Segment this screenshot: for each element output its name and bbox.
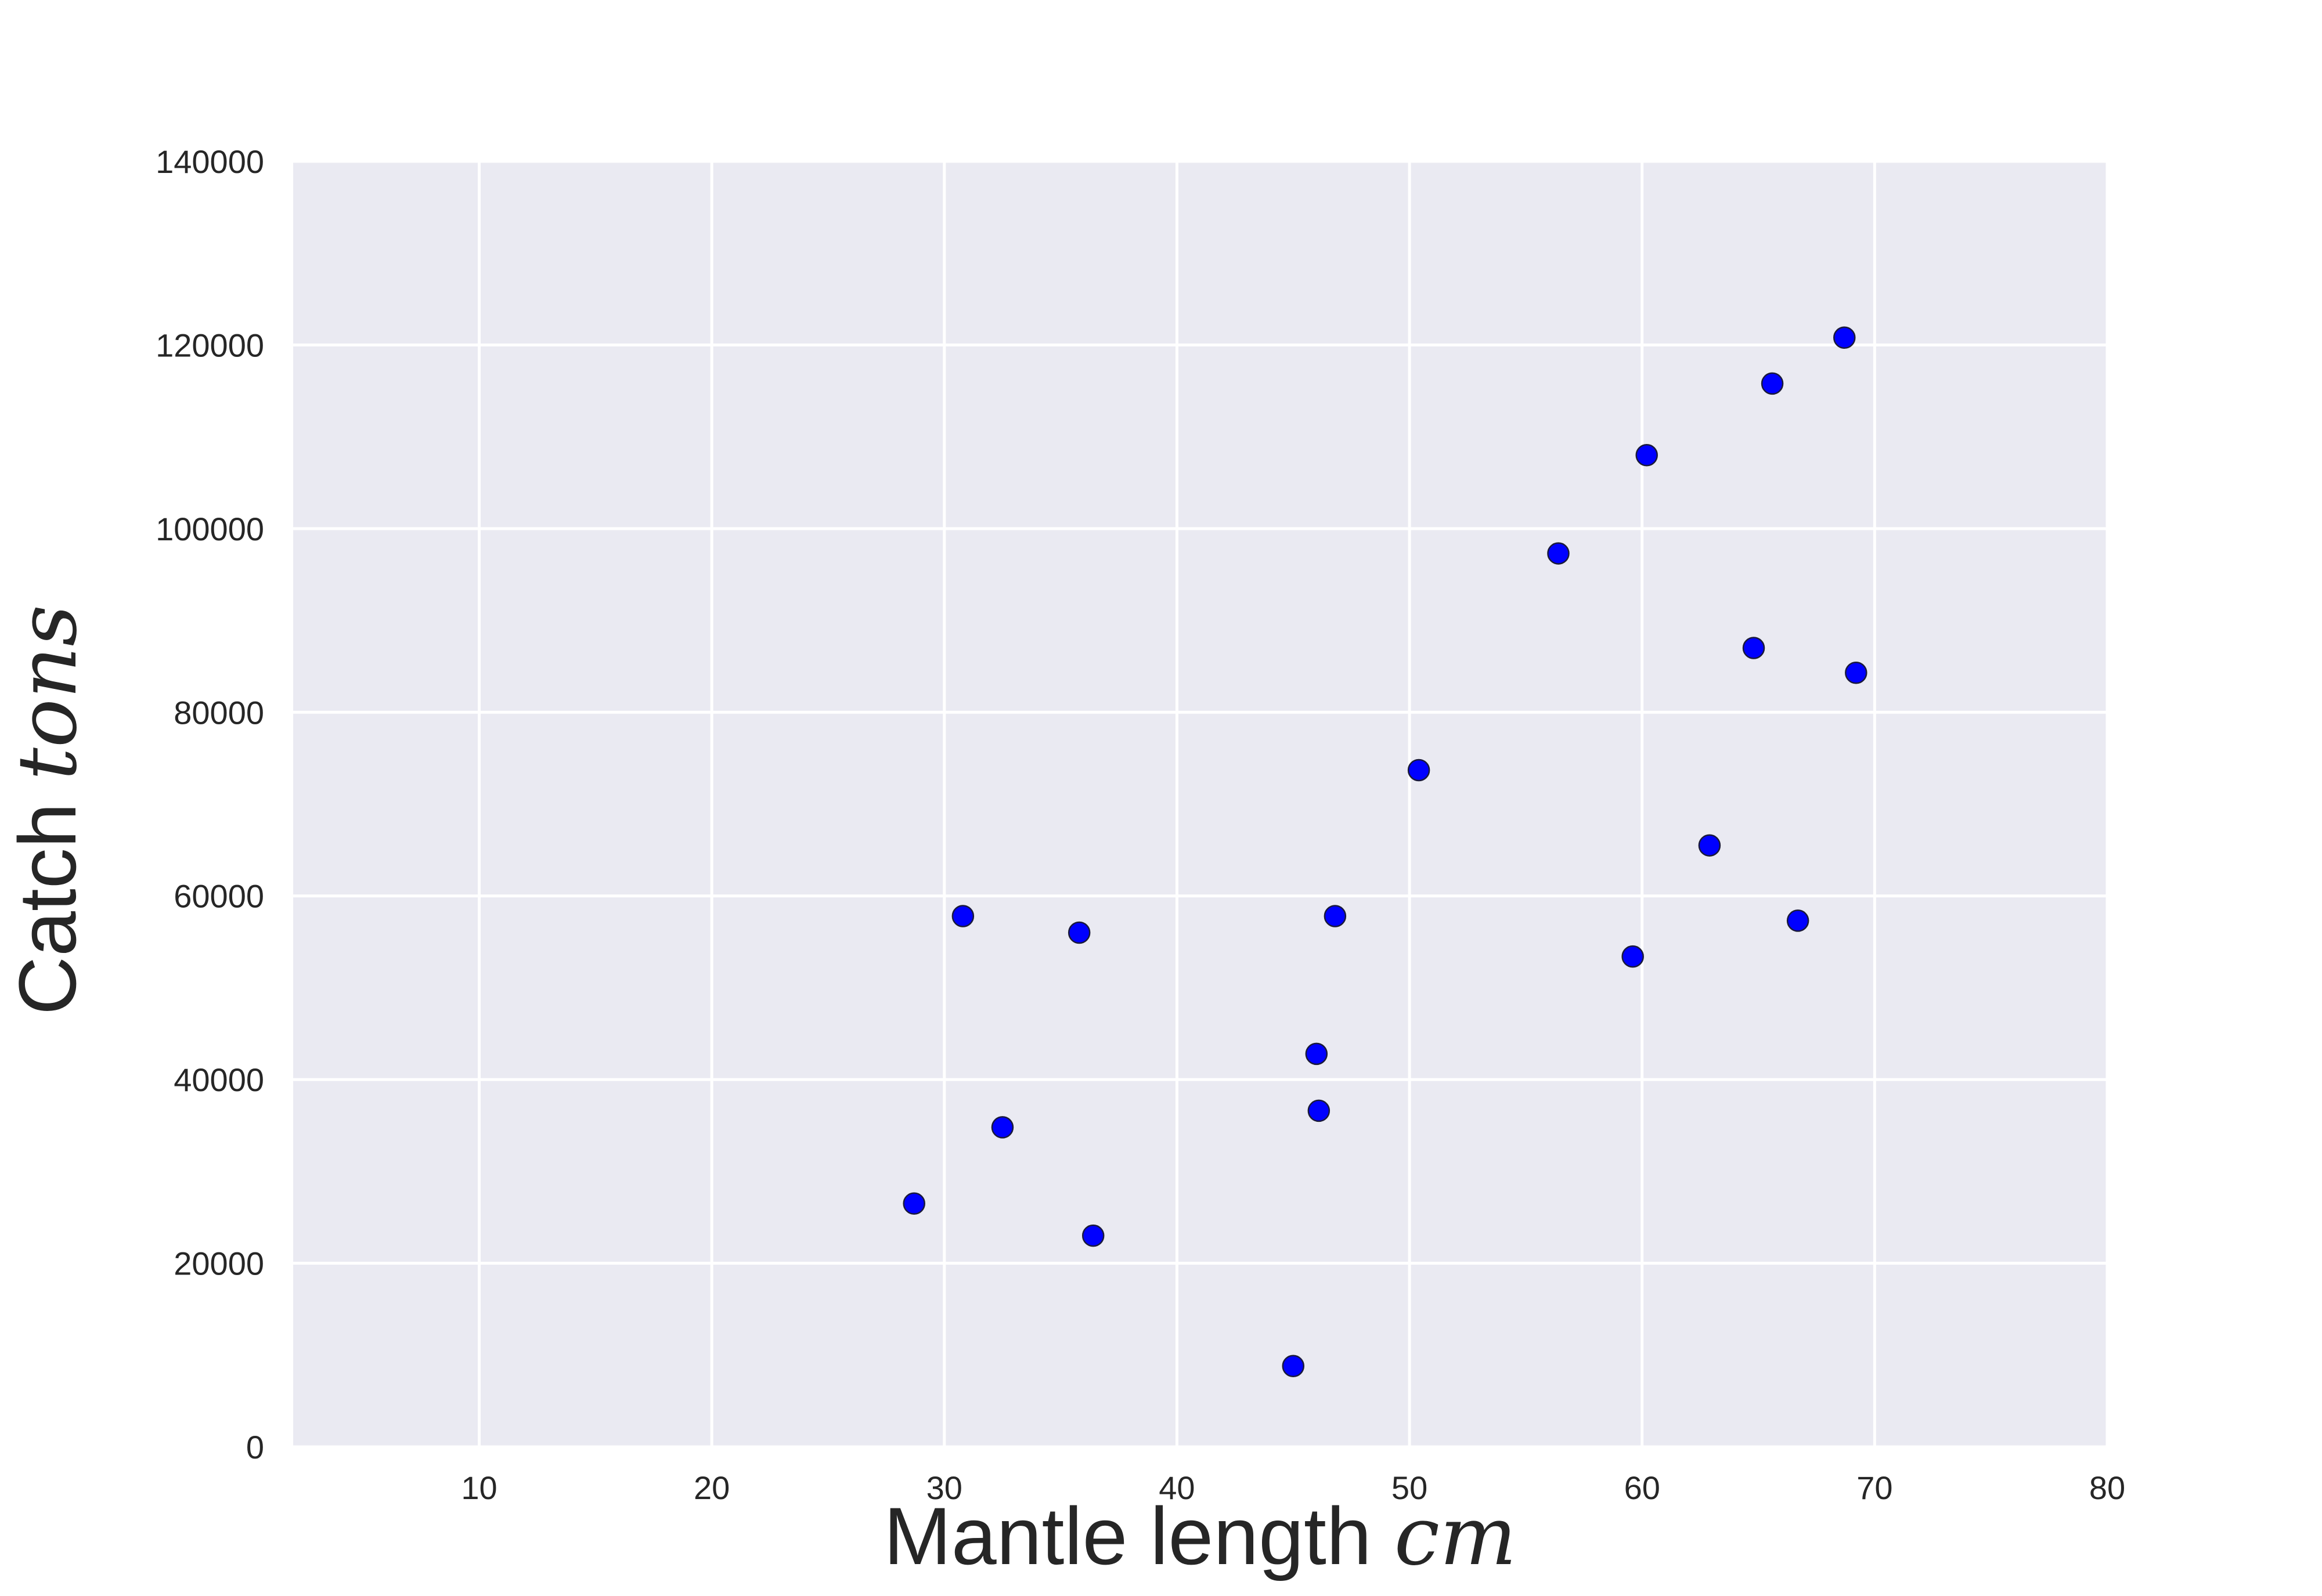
data-point [1635, 444, 1658, 467]
data-point [1305, 1042, 1328, 1066]
y-tick-label: 60000 [174, 878, 264, 915]
y-axis-ticks: 0 20000 40000 60000 80000 100000 120000 140000 [156, 143, 264, 1465]
x-tick-label: 80 [2089, 1469, 2125, 1506]
y-tick-label: 20000 [174, 1245, 264, 1282]
x-tick-label: 50 [1391, 1469, 1427, 1506]
x-tick-label: 20 [694, 1469, 730, 1506]
x-tick-label: 30 [926, 1469, 962, 1506]
data-point [1698, 834, 1721, 857]
data-point [1324, 905, 1347, 927]
x-axis-ticks: 10 20 30 40 50 60 70 80 [461, 1469, 2125, 1506]
y-tick-label: 40000 [174, 1061, 264, 1098]
x-tick-label: 10 [461, 1469, 497, 1506]
data-point [991, 1116, 1014, 1139]
y-tick-label: 140000 [156, 143, 264, 180]
data-point [1547, 542, 1570, 565]
data-point [1081, 1224, 1105, 1247]
y-axis-label-unit: tons [1, 605, 95, 781]
x-axis-label-text: Mantle length [884, 1490, 1394, 1581]
grid-lines [293, 160, 2109, 1449]
x-tick-label: 70 [1856, 1469, 1892, 1506]
data-point [1786, 909, 1809, 932]
data-point [1407, 759, 1430, 782]
y-axis-label-text: Catch [2, 780, 93, 1015]
data-point [1282, 1355, 1305, 1378]
data-point [1621, 945, 1644, 968]
data-point [1742, 637, 1765, 659]
x-tick-label: 40 [1159, 1469, 1195, 1506]
data-point [903, 1192, 925, 1215]
data-point [951, 905, 975, 927]
y-tick-label: 80000 [174, 694, 264, 731]
data-point [1307, 1099, 1331, 1122]
data-point [1845, 662, 1867, 684]
x-axis-label-unit: cm [1394, 1489, 1517, 1584]
data-points [903, 326, 1867, 1378]
data-point [1833, 326, 1856, 349]
y-tick-label: 100000 [156, 511, 264, 547]
x-tick-label: 60 [1624, 1469, 1660, 1506]
y-tick-label: 120000 [156, 327, 264, 363]
y-axis-label: Catch tons [1, 605, 95, 1015]
x-axis-label: Mantle length cm [884, 1489, 1517, 1584]
plot-area [293, 161, 2107, 1447]
data-point [1068, 921, 1091, 944]
y-tick-label: 0 [246, 1429, 264, 1465]
data-point [1761, 372, 1784, 395]
